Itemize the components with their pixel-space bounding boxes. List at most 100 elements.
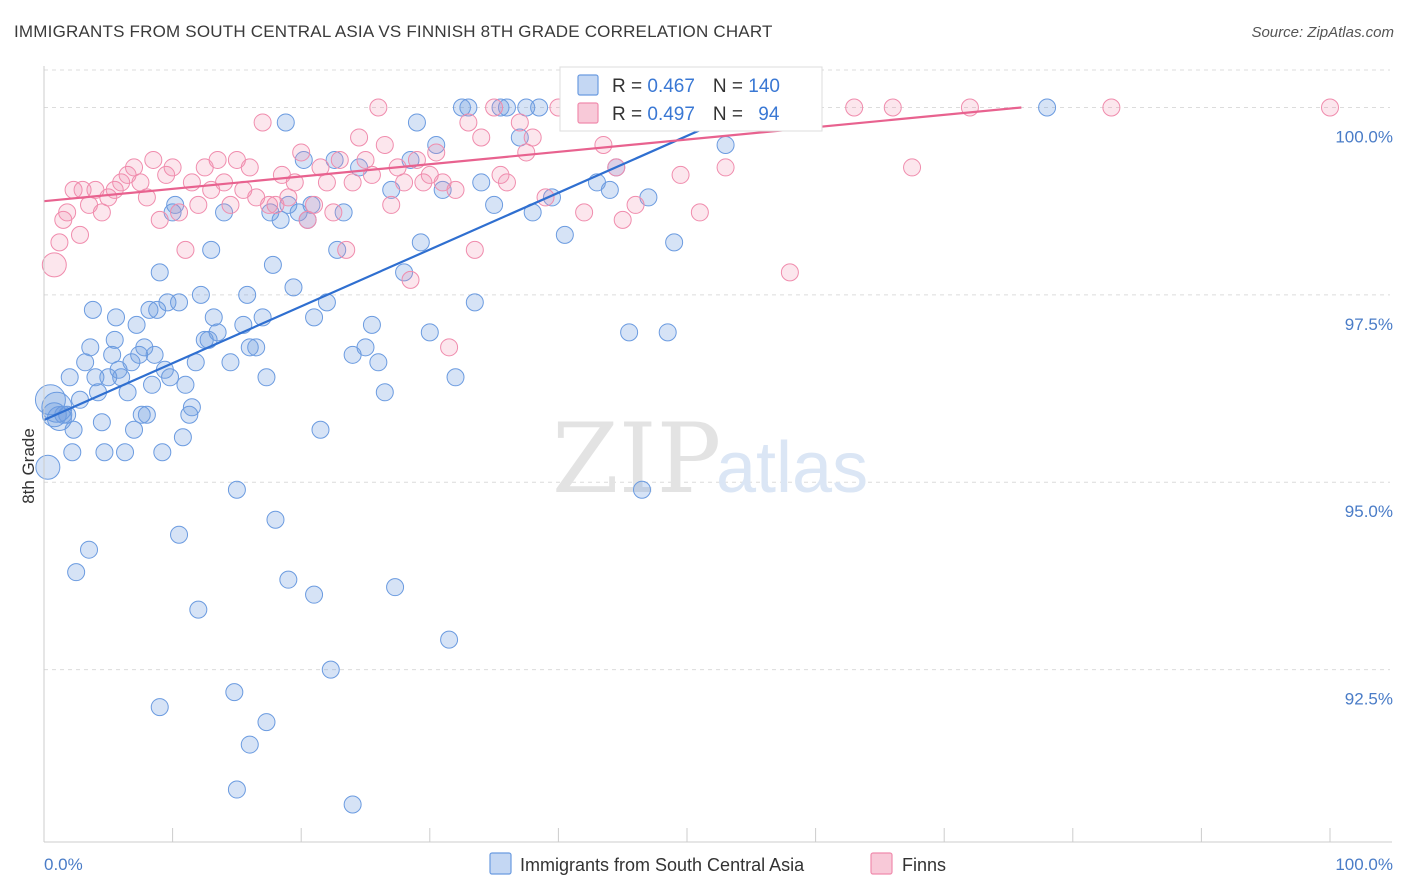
point-immigrants <box>240 735 259 754</box>
point-immigrants <box>107 308 126 327</box>
series-legend-swatch-finns <box>870 852 893 875</box>
point-finns <box>292 143 311 162</box>
point-finns <box>883 98 902 117</box>
point-immigrants <box>362 315 381 334</box>
point-immigrants <box>140 300 159 319</box>
legend-n-label: N = <box>713 76 748 97</box>
point-finns <box>260 195 279 214</box>
point-immigrants <box>132 405 151 424</box>
point-finns <box>575 203 594 222</box>
point-immigrants <box>86 368 105 387</box>
point-finns <box>71 225 90 244</box>
point-immigrants <box>83 300 102 319</box>
point-immigrants <box>221 353 240 372</box>
point-immigrants <box>67 563 86 582</box>
point-immigrants <box>600 180 619 199</box>
point-immigrants <box>170 525 189 544</box>
point-finns <box>523 128 542 147</box>
point-finns <box>1102 98 1121 117</box>
point-immigrants <box>279 195 298 214</box>
point-immigrants <box>311 420 330 439</box>
point-immigrants <box>305 585 324 604</box>
axes: 92.5% 95.0% 97.5% 100.0% <box>43 66 1393 843</box>
legend-swatch-finns <box>577 102 599 124</box>
point-immigrants <box>485 195 504 214</box>
point-immigrants <box>125 420 144 439</box>
point-immigrants <box>294 150 313 169</box>
point-finns <box>324 203 343 222</box>
point-finns <box>311 158 330 177</box>
point-immigrants <box>180 405 199 424</box>
point-finns <box>690 203 709 222</box>
point-immigrants <box>321 660 340 679</box>
point-immigrants <box>317 293 336 312</box>
point-finns <box>485 98 504 117</box>
legend-box <box>559 66 823 132</box>
point-immigrants <box>170 293 189 312</box>
point-immigrants <box>395 263 414 282</box>
point-finns <box>208 150 227 169</box>
point-finns <box>716 158 735 177</box>
point-immigrants <box>325 150 344 169</box>
point-finns <box>440 338 459 357</box>
point-immigrants <box>271 210 290 229</box>
point-immigrants <box>620 323 639 342</box>
point-finns <box>517 143 536 162</box>
point-finns <box>240 158 259 177</box>
point-immigrants <box>64 420 83 439</box>
point-immigrants <box>497 98 516 117</box>
series-legend: Immigrants from South Central Asia Finns <box>489 852 946 875</box>
point-immigrants <box>452 98 471 117</box>
point-finns <box>465 240 484 259</box>
point-immigrants <box>227 780 246 799</box>
point-immigrants <box>427 135 446 154</box>
point-immigrants <box>148 300 167 319</box>
point-finns <box>163 158 182 177</box>
series-immigrants-points <box>34 98 1057 814</box>
point-immigrants <box>215 203 234 222</box>
point-immigrants <box>328 240 347 259</box>
series-legend-label-finns: Finns <box>902 855 946 875</box>
trend-lines <box>43 106 1022 422</box>
legend-n-value: 140 <box>748 76 780 97</box>
point-finns <box>150 210 169 229</box>
point-immigrants <box>238 285 257 304</box>
point-immigrants <box>76 353 95 372</box>
point-immigrants <box>257 368 276 387</box>
point-immigrants <box>279 570 298 589</box>
point-immigrants <box>555 225 574 244</box>
point-finns <box>221 195 240 214</box>
point-immigrants <box>375 383 394 402</box>
trend-line <box>43 106 1022 203</box>
point-finns <box>613 210 632 229</box>
point-immigrants <box>1038 98 1057 117</box>
point-finns <box>491 165 510 184</box>
point-immigrants <box>150 698 169 717</box>
y-tick-label: 95.0% <box>1345 502 1393 521</box>
point-immigrants <box>137 405 156 424</box>
point-immigrants <box>202 240 221 259</box>
point-immigrants <box>63 443 82 462</box>
point-finns <box>317 173 336 192</box>
point-finns <box>170 203 189 222</box>
point-finns <box>401 270 420 289</box>
point-finns <box>144 150 163 169</box>
point-finns <box>58 203 77 222</box>
point-immigrants <box>247 338 266 357</box>
point-immigrants <box>127 315 146 334</box>
point-immigrants <box>517 98 536 117</box>
point-immigrants <box>334 203 353 222</box>
point-immigrants <box>716 135 735 154</box>
point-immigrants <box>191 285 210 304</box>
point-finns <box>41 252 67 278</box>
point-immigrants <box>356 338 375 357</box>
point-immigrants <box>103 345 122 364</box>
point-immigrants <box>105 330 124 349</box>
watermark-zip: ZIP <box>552 403 721 515</box>
legend-r-label: R = <box>612 76 647 97</box>
point-immigrants <box>491 98 510 117</box>
point-immigrants <box>135 338 154 357</box>
legend-r-value: 0.497 <box>647 104 695 125</box>
y-axis-label: 8th Grade <box>19 428 38 504</box>
point-immigrants <box>433 180 452 199</box>
